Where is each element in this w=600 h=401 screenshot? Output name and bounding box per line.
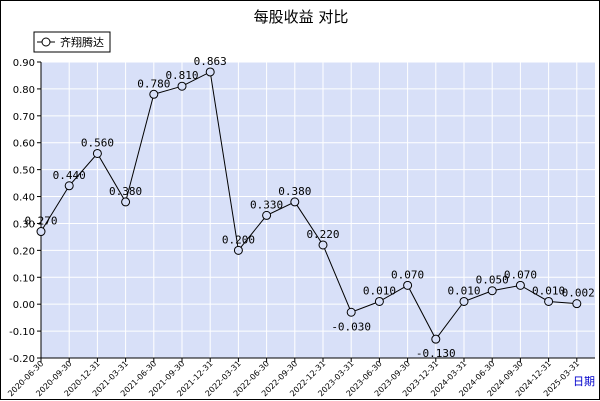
data-point[interactable]: [205, 67, 215, 77]
y-tick-label: -0.20: [9, 354, 35, 365]
legend-box: [33, 31, 111, 53]
y-tick-label: 0.10: [13, 273, 35, 284]
data-label: 0.070: [391, 268, 424, 281]
y-tick-label: 0.00: [13, 300, 35, 311]
y-tick-label: 0.30: [13, 219, 35, 230]
data-label: 0.010: [532, 284, 565, 297]
data-point[interactable]: [431, 334, 441, 344]
legend[interactable]: 齐翔腾达: [33, 31, 111, 53]
chart-title: 每股收益 对比: [254, 8, 349, 26]
data-point[interactable]: [149, 89, 159, 99]
data-point[interactable]: [177, 81, 187, 91]
data-point[interactable]: [262, 210, 272, 220]
data-point[interactable]: [92, 148, 102, 158]
y-tick-label: 0.90: [13, 58, 35, 69]
data-point[interactable]: [64, 181, 74, 191]
data-label: 0.330: [250, 198, 283, 211]
data-label: 0.050: [476, 274, 509, 287]
data-label: -0.130: [416, 347, 456, 360]
data-point[interactable]: [318, 240, 328, 250]
x-axis: 2020-06-302020-09-302020-12-312021-03-31…: [6, 357, 595, 398]
data-points: [36, 67, 582, 344]
y-tick-label: 0.50: [13, 166, 35, 177]
data-label: 0.200: [222, 233, 255, 246]
data-label: 0.002: [562, 287, 595, 300]
data-label: 0.380: [109, 185, 142, 198]
y-tick-label: 0.60: [13, 139, 35, 150]
data-point[interactable]: [290, 197, 300, 207]
y-axis: 0.90 0.80 0.70 0.60 0.50 0.40 0.30 0.20 0.10 0.00…: [9, 58, 42, 365]
data-label: 0.810: [165, 69, 198, 82]
data-point[interactable]: [346, 307, 356, 317]
y-tick-label: 0.20: [13, 246, 35, 257]
y-tick-label: 0.70: [13, 112, 35, 123]
plot-area: [41, 62, 595, 358]
data-point[interactable]: [515, 280, 525, 290]
data-point[interactable]: [487, 286, 497, 296]
data-point[interactable]: [121, 197, 131, 207]
x-axis-corner-label: 日期: [573, 375, 595, 388]
y-tick-label: -0.10: [9, 327, 35, 338]
data-point[interactable]: [233, 245, 243, 255]
legend-entry: 齐翔腾达: [60, 35, 104, 49]
data-label: 0.270: [24, 215, 57, 228]
data-point[interactable]: [572, 299, 582, 309]
series-line: [40, 71, 577, 341]
data-point[interactable]: [374, 296, 384, 306]
data-label: 0.560: [81, 136, 114, 149]
data-label: 0.010: [363, 284, 396, 297]
data-label: 0.220: [306, 228, 339, 241]
data-label: 0.780: [137, 77, 170, 90]
legend-marker-icon: [41, 37, 51, 47]
data-point[interactable]: [544, 296, 554, 306]
data-point[interactable]: [36, 227, 46, 237]
data-label: -0.030: [331, 320, 371, 333]
y-tick-label: 0.40: [13, 193, 35, 204]
y-tick-label: 0.80: [13, 85, 35, 96]
data-label: 0.380: [278, 185, 311, 198]
data-label: 0.440: [53, 169, 86, 182]
data-label: 0.863: [194, 55, 227, 68]
data-label: 0.010: [447, 284, 480, 297]
data-point[interactable]: [403, 280, 413, 290]
data-label: 0.070: [504, 268, 537, 281]
data-point[interactable]: [459, 296, 469, 306]
